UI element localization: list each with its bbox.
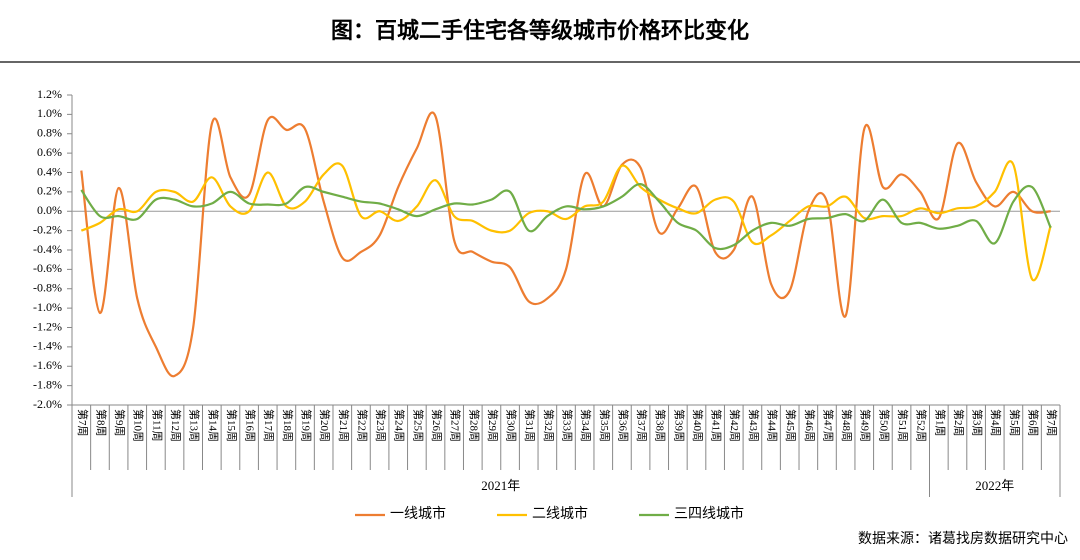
x-tick-label: 第21周 (337, 409, 351, 442)
x-tick-label: 第17周 (262, 409, 276, 442)
x-tick-label: 第33周 (560, 409, 574, 442)
x-tick-label: 第25周 (411, 409, 425, 442)
x-tick-label: 第7周 (76, 409, 90, 437)
x-tick-label: 第16周 (244, 409, 258, 442)
x-tick-label: 第30周 (505, 409, 519, 442)
x-tick-label: 第19周 (299, 409, 313, 442)
x-tick-label: 第12周 (169, 409, 183, 442)
x-tick-label: 第50周 (877, 409, 891, 442)
x-tick-label: 第1周 (933, 409, 947, 437)
x-tick-label: 第26周 (430, 409, 444, 442)
x-tick-label: 第10周 (132, 409, 146, 442)
x-tick-label: 第49周 (859, 409, 873, 442)
x-tick-label: 第3周 (971, 409, 985, 437)
x-tick-label: 第42周 (728, 409, 742, 442)
series-line (80, 183, 1052, 251)
x-tick-label: 第43周 (747, 409, 761, 442)
series-line (80, 160, 1052, 282)
x-tick-label: 第47周 (821, 409, 835, 442)
x-tick-label: 第15周 (225, 409, 239, 442)
y-tick-label: -0.4% (33, 242, 62, 256)
x-tick-label: 第52周 (915, 409, 929, 442)
x-tick-label: 第44周 (766, 409, 780, 442)
x-tick-label: 第14周 (206, 409, 220, 442)
y-tick-label: 0.0% (37, 203, 62, 217)
x-tick-label: 第28周 (467, 409, 481, 442)
y-tick-label: 0.8% (37, 126, 62, 140)
y-tick-label: 1.2% (37, 87, 62, 101)
x-tick-label: 第31周 (523, 409, 537, 442)
x-tick-label: 第8周 (94, 409, 108, 437)
x-tick-label: 第18周 (281, 409, 295, 442)
x-tick-label: 第32周 (542, 409, 556, 442)
x-tick-label: 第39周 (672, 409, 686, 442)
x-tick-label: 第24周 (393, 409, 407, 442)
x-tick-label: 第41周 (710, 409, 724, 442)
y-tick-label: -1.2% (33, 319, 62, 333)
x-tick-label: 第11周 (150, 409, 164, 442)
x-tick-label: 第27周 (449, 409, 463, 442)
x-tick-label: 第36周 (616, 409, 630, 442)
x-tick-label: 第23周 (374, 409, 388, 442)
x-tick-label: 第22周 (355, 409, 369, 442)
x-tick-label: 第20周 (318, 409, 332, 442)
x-tick-label: 第2周 (952, 409, 966, 437)
y-tick-label: -1.6% (33, 358, 62, 372)
series-line (80, 111, 1051, 378)
x-tick-label: 第35周 (598, 409, 612, 442)
x-tick-label: 第34周 (579, 409, 593, 442)
x-tick-label: 第40周 (691, 409, 705, 442)
x-tick-label: 第7周 (1045, 409, 1059, 437)
y-tick-label: 0.4% (37, 164, 62, 178)
x-tick-label: 第38周 (654, 409, 668, 442)
legend-label: 三四线城市 (674, 505, 744, 522)
x-tick-label: 第4周 (989, 409, 1003, 437)
x-tick-label: 第5周 (1008, 409, 1022, 437)
x-tick-label: 第51周 (896, 409, 910, 442)
y-tick-label: 1.0% (37, 106, 62, 120)
y-tick-label: -1.4% (33, 339, 62, 353)
y-tick-label: -1.0% (33, 300, 62, 314)
source-note: 数据来源：诸葛找房数据研究中心 (858, 531, 1068, 547)
y-tick-label: 0.6% (37, 145, 62, 159)
group-label: 2022年 (975, 478, 1014, 493)
x-tick-label: 第6周 (1027, 409, 1041, 437)
legend-label: 二线城市 (532, 505, 588, 522)
x-tick-label: 第37周 (635, 409, 649, 442)
group-label: 2021年 (481, 478, 520, 493)
x-tick-label: 第45周 (784, 409, 798, 442)
y-tick-label: -0.8% (33, 281, 62, 295)
y-tick-label: -0.2% (33, 222, 62, 236)
y-tick-label: 0.2% (37, 184, 62, 198)
x-tick-label: 第29周 (486, 409, 500, 442)
legend-label: 一线城市 (390, 505, 446, 522)
y-tick-label: -0.6% (33, 261, 62, 275)
y-tick-label: -2.0% (33, 397, 62, 411)
x-tick-label: 第46周 (803, 409, 817, 442)
x-tick-label: 第48周 (840, 409, 854, 442)
x-tick-label: 第13周 (188, 409, 202, 442)
chart-title: 图：百城二手住宅各等级城市价格环比变化 (331, 18, 749, 43)
y-tick-label: -1.8% (33, 377, 62, 391)
x-tick-label: 第9周 (113, 409, 127, 437)
